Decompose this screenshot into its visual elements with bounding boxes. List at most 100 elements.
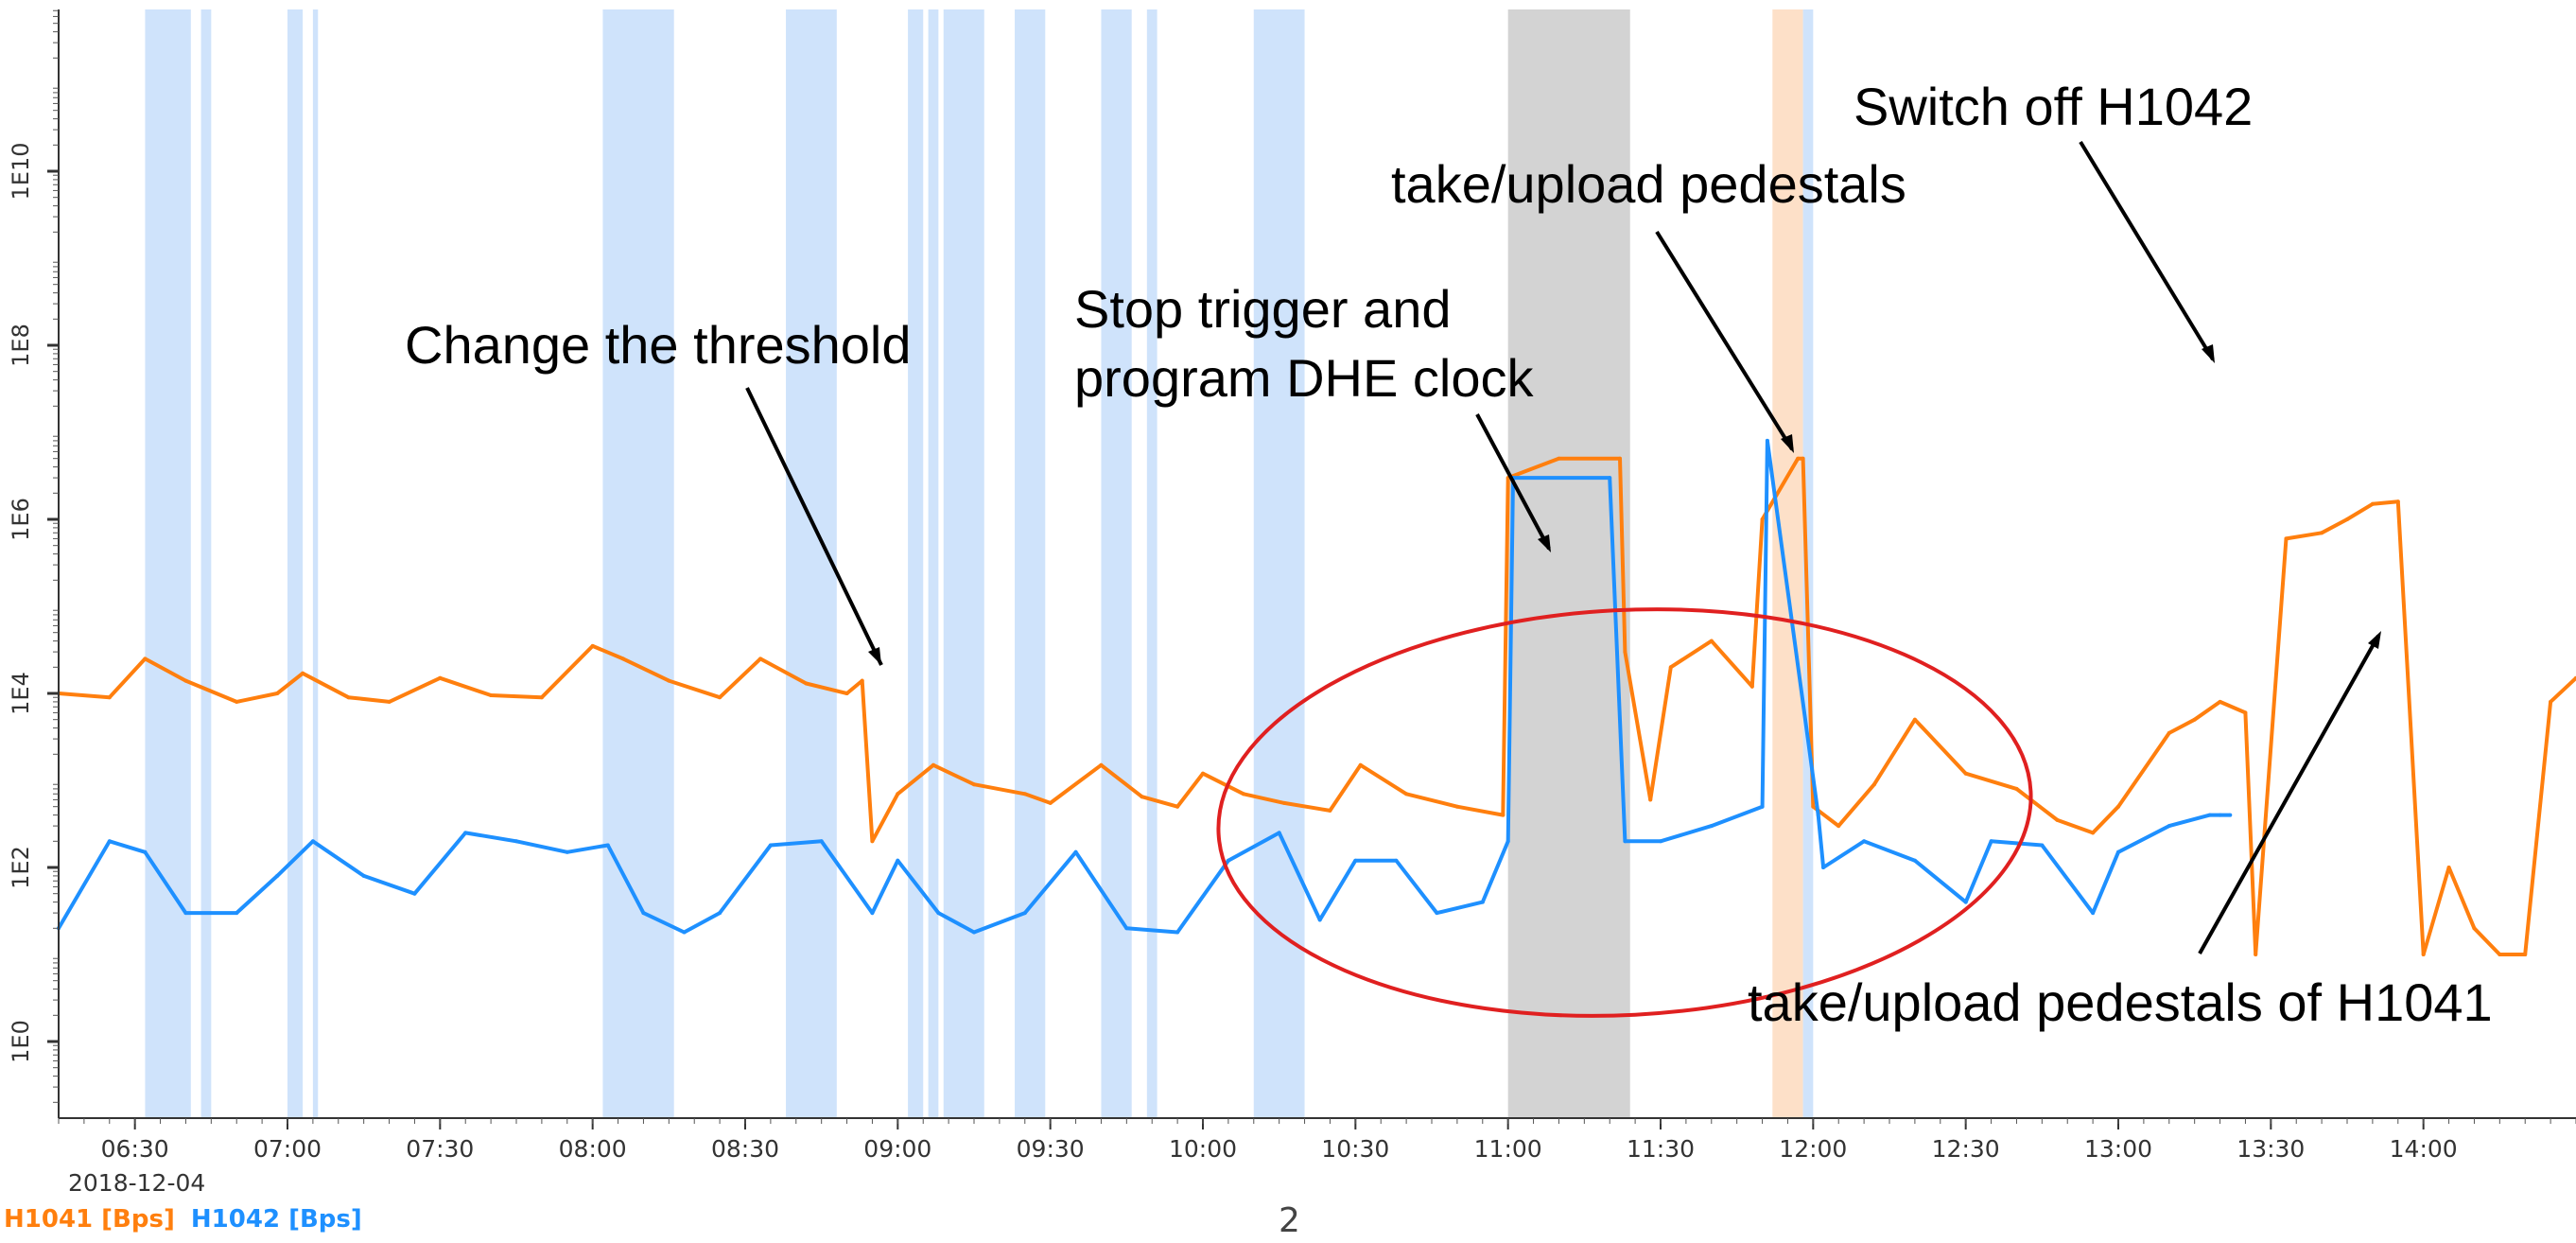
data-point-h1041 (1963, 771, 1968, 776)
date-label: 2018-12-04 (68, 1169, 206, 1197)
shaded-interval-7 (928, 9, 939, 1118)
data-point-h1041 (183, 678, 188, 683)
shaded-interval-8 (943, 9, 984, 1118)
data-point-h1041 (1358, 762, 1363, 767)
data-point-h1042 (1073, 849, 1078, 854)
data-point-h1042 (1226, 858, 1230, 863)
data-point-h1041 (235, 699, 239, 704)
data-point-h1042 (718, 911, 722, 916)
data-point-h1041 (2395, 499, 2400, 504)
data-point-h1041 (1282, 800, 1286, 805)
arrowhead-pedestals-h1041 (2368, 631, 2381, 649)
data-point-h1042 (514, 839, 518, 844)
arrowhead-take-pedestals (1781, 434, 1794, 453)
data-point-h1042 (1124, 926, 1129, 931)
data-point-h1042 (1659, 839, 1662, 844)
data-point-h1042 (463, 831, 468, 835)
shaded-interval-9 (1015, 9, 1046, 1118)
x-tick-label: 08:00 (559, 1135, 627, 1163)
x-tick-label: 12:00 (1779, 1135, 1847, 1163)
data-point-h1042 (1175, 930, 1180, 935)
data-point-h1041 (2498, 953, 2502, 956)
shaded-interval-6 (908, 9, 924, 1118)
series-line-h1042 (57, 438, 2231, 935)
arrow-take-pedestals (1655, 230, 1794, 451)
highlight-ellipse (1216, 607, 2033, 1018)
data-point-h1041 (2116, 804, 2120, 809)
data-point-h1042 (1022, 911, 1027, 916)
axes (58, 9, 2576, 1119)
data-point-h1041 (1501, 813, 1506, 817)
data-point-h1042 (1709, 824, 1714, 829)
shaded-interval-1 (200, 9, 212, 1118)
data-point-h1041 (1328, 808, 1332, 813)
data-point-h1041 (1811, 804, 1816, 809)
data-point-h1041 (718, 695, 722, 700)
data-point-h1041 (275, 692, 280, 695)
x-tick-label: 09:00 (863, 1135, 931, 1163)
shaded-interval-0 (145, 9, 191, 1118)
data-point-h1042 (1353, 858, 1358, 863)
y-tick-label: 1E6 (8, 498, 34, 541)
data-point-h1042 (1480, 900, 1485, 904)
data-point-h1041 (2472, 926, 2477, 931)
data-point-h1042 (412, 891, 417, 896)
data-point-h1041 (1454, 804, 1459, 809)
shaded-interval-14 (1772, 9, 1803, 1118)
data-point-h1042 (1277, 831, 1281, 835)
arrow-switch-off (2079, 140, 2215, 361)
x-tick-label: 10:00 (1169, 1135, 1237, 1163)
legend-h1042[interactable]: H1042 [Bps] (190, 1205, 362, 1234)
data-point-h1041 (2091, 831, 2096, 835)
data-point-h1041 (107, 695, 112, 700)
data-point-h1042 (1506, 839, 1510, 844)
arrow-stop-trigger (1475, 413, 1551, 550)
data-point-h1041 (1912, 717, 1917, 722)
data-point-h1041 (2055, 817, 2060, 822)
data-point-h1042 (1862, 839, 1867, 844)
data-point-h1041 (143, 657, 148, 661)
shaded-interval-4 (602, 9, 674, 1118)
data-point-h1042 (2207, 813, 2212, 817)
y-tick-label: 1E0 (8, 1020, 34, 1063)
data-point-h1042 (107, 839, 112, 844)
data-point-h1041 (2421, 953, 2426, 956)
annotation-arrows (745, 140, 2381, 954)
annotation-pedestals-h1041: take/upload pedestals of H1041 (1748, 972, 2493, 1032)
data-point-h1042 (768, 843, 773, 848)
shaded-interval-15 (1802, 9, 1814, 1118)
data-point-h1041 (620, 657, 625, 661)
data-point-h1041 (301, 671, 305, 675)
data-point-h1041 (1099, 762, 1104, 767)
data-point-h1041 (2192, 717, 2197, 722)
x-tick-label: 13:00 (2084, 1135, 2152, 1163)
data-point-h1041 (387, 699, 392, 704)
shaded-interval-12 (1253, 9, 1305, 1118)
data-point-h1041 (2254, 953, 2258, 956)
annotation-change-threshold: Change the threshold (405, 315, 912, 375)
data-point-h1042 (819, 839, 824, 844)
data-point-h1041 (2523, 953, 2528, 956)
data-point-h1042 (605, 843, 610, 848)
data-point-h1042 (870, 911, 875, 916)
page-number: 2 (1279, 1201, 1300, 1240)
data-point-h1041 (2345, 517, 2349, 521)
data-point-h1041 (1618, 456, 1622, 461)
data-point-h1042 (2167, 824, 2171, 829)
data-point-h1042 (2040, 843, 2045, 848)
data-point-h1041 (896, 792, 900, 797)
shaded-interval-13 (1507, 9, 1630, 1118)
data-point-h1042 (310, 839, 315, 844)
y-tick-label: 1E10 (8, 143, 34, 201)
data-point-h1041 (2218, 699, 2222, 704)
data-point-h1041 (1242, 792, 1245, 797)
data-point-h1042 (1963, 900, 1968, 904)
data-point-h1042 (1760, 804, 1765, 809)
legend-h1041[interactable]: H1041 [Bps] (4, 1205, 175, 1234)
x-tick-label: 08:30 (711, 1135, 779, 1163)
x-tick-label: 10:30 (1321, 1135, 1389, 1163)
data-point-h1041 (489, 693, 494, 697)
annotation-stop-trigger: Stop trigger and (1074, 279, 1451, 339)
data-point-h1042 (2116, 849, 2120, 854)
data-point-h1041 (931, 762, 935, 767)
